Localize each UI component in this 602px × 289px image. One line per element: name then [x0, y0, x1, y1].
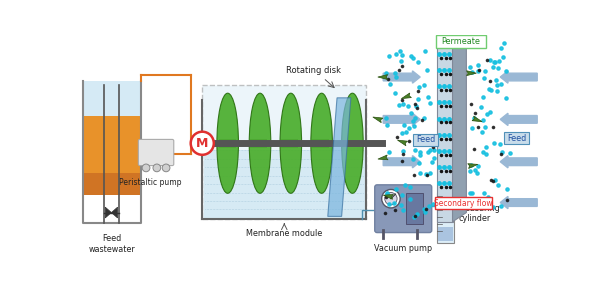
Circle shape: [142, 164, 150, 172]
Text: Peristaltic pump: Peristaltic pump: [119, 178, 182, 187]
Polygon shape: [397, 140, 408, 146]
Bar: [437, 46, 453, 222]
FancyBboxPatch shape: [504, 132, 529, 144]
FancyArrow shape: [500, 197, 537, 209]
Bar: [406, 193, 423, 224]
Bar: [83, 81, 141, 116]
Circle shape: [191, 132, 214, 155]
Bar: [281, 139, 298, 148]
Polygon shape: [378, 155, 388, 160]
Bar: [202, 85, 366, 219]
FancyBboxPatch shape: [436, 36, 486, 48]
Polygon shape: [378, 75, 388, 79]
Ellipse shape: [249, 93, 271, 193]
Circle shape: [382, 190, 400, 208]
Text: Vacuum pump: Vacuum pump: [374, 244, 432, 253]
FancyArrow shape: [383, 197, 420, 209]
Text: Feed
wastewater: Feed wastewater: [88, 234, 135, 253]
FancyArrow shape: [383, 155, 420, 168]
Polygon shape: [453, 37, 467, 222]
FancyBboxPatch shape: [435, 197, 492, 210]
Bar: [219, 139, 236, 148]
Text: Feed: Feed: [507, 134, 526, 143]
Polygon shape: [468, 164, 478, 168]
Polygon shape: [467, 71, 476, 76]
Polygon shape: [402, 93, 411, 99]
FancyArrow shape: [383, 71, 420, 83]
Text: Permeate: Permeate: [441, 37, 480, 46]
Bar: [250, 139, 267, 148]
FancyBboxPatch shape: [138, 139, 174, 166]
Polygon shape: [105, 207, 111, 218]
FancyBboxPatch shape: [374, 185, 432, 233]
Ellipse shape: [217, 93, 238, 193]
Ellipse shape: [342, 93, 363, 193]
Text: Secondary flow: Secondary flow: [434, 199, 492, 208]
Circle shape: [153, 164, 161, 172]
Polygon shape: [437, 37, 467, 46]
FancyBboxPatch shape: [413, 134, 438, 146]
Polygon shape: [373, 117, 383, 123]
Bar: [204, 150, 365, 218]
Bar: [312, 139, 329, 148]
Circle shape: [385, 192, 397, 205]
FancyArrow shape: [383, 113, 420, 125]
FancyArrow shape: [500, 155, 537, 168]
Text: Membrane module: Membrane module: [246, 229, 323, 238]
FancyArrow shape: [500, 113, 537, 125]
Polygon shape: [472, 116, 482, 122]
Bar: [83, 173, 141, 195]
Bar: [443, 186, 448, 194]
Circle shape: [162, 164, 170, 172]
Polygon shape: [383, 194, 394, 199]
Text: Feed: Feed: [416, 135, 435, 144]
Polygon shape: [462, 201, 473, 206]
Bar: [83, 116, 141, 195]
Ellipse shape: [280, 93, 302, 193]
Text: Measuring
cylinder: Measuring cylinder: [459, 204, 500, 223]
Text: M: M: [196, 137, 208, 150]
Polygon shape: [327, 98, 351, 216]
Bar: [437, 192, 454, 242]
Polygon shape: [111, 207, 117, 218]
FancyArrow shape: [500, 71, 537, 83]
Ellipse shape: [311, 93, 332, 193]
Text: Rotating disk: Rotating disk: [287, 66, 341, 75]
Bar: [438, 227, 453, 241]
